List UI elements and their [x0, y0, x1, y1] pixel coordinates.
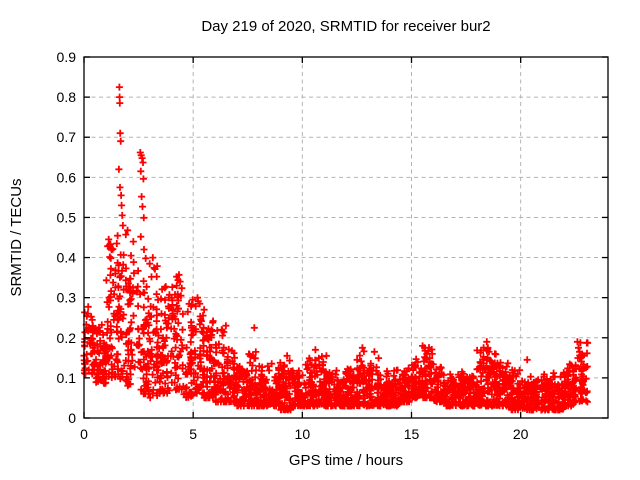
x-tick-label: 20 [513, 426, 529, 442]
x-tick-labels: 0 5 10 15 20 [80, 426, 529, 442]
x-tick-label: 15 [404, 426, 420, 442]
y-tick-label: 0.2 [57, 330, 77, 346]
y-tick-label: 0.9 [57, 49, 77, 65]
y-tick-label: 0.1 [57, 370, 77, 386]
y-tick-label: 0.6 [57, 169, 77, 185]
plot-border [83, 56, 609, 419]
y-tick-label: 0 [68, 410, 76, 426]
y-tick-label: 0.5 [57, 209, 77, 225]
grid-lines [84, 57, 608, 418]
y-axis-label: SRMTID / TECUs [8, 178, 25, 296]
x-tick-label: 0 [80, 426, 88, 442]
scatter-series-srmtid [80, 83, 592, 414]
y-tick-label: 0.3 [57, 290, 77, 306]
y-tick-label: 0.8 [57, 89, 77, 105]
y-tick-label: 0.7 [57, 129, 77, 145]
chart-title: Day 219 of 2020, SRMTID for receiver bur… [201, 18, 490, 35]
axis-ticks [83, 56, 608, 419]
x-tick-label: 5 [189, 426, 197, 442]
y-tick-labels: 0 0.1 0.2 0.3 0.4 0.5 0.6 0.7 0.8 0.9 [57, 49, 77, 426]
x-axis-label: GPS time / hours [289, 452, 403, 469]
x-tick-label: 10 [295, 426, 311, 442]
y-tick-label: 0.4 [57, 250, 77, 266]
data-points [80, 83, 592, 414]
